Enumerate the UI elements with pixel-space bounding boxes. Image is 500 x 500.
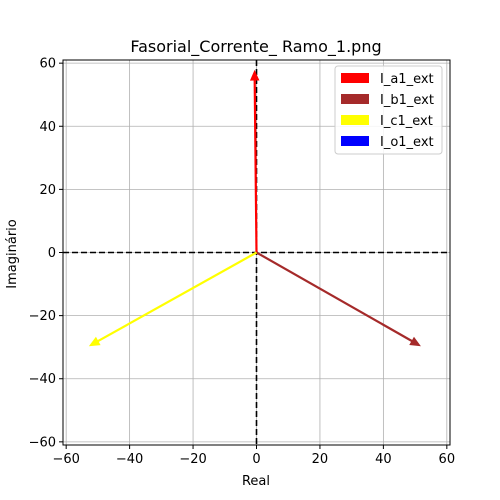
legend-swatch [341,73,369,83]
legend-swatch [341,94,369,104]
legend-items: I_a1_ext I_b1_ext I_c1_ext I_o1_ext [341,72,434,150]
legend-label: I_a1_ext [380,72,434,87]
arrowhead-i-c1-ext [88,336,101,347]
y-ticks: −60 −40 −20 0 20 40 60 [29,57,63,450]
x-tick-label: −40 [116,452,143,467]
y-tick-label: −40 [29,372,56,387]
y-tick-label: 0 [48,246,56,261]
legend: I_a1_ext I_b1_ext I_c1_ext I_o1_ext [334,65,443,155]
y-tick-label: 40 [39,120,56,135]
arrowhead-i-b1-ext [409,336,421,347]
x-ticks: −60 −40 −20 0 20 40 60 [52,445,455,467]
x-axis-label: Real [242,474,270,489]
legend-box [334,65,443,155]
y-tick-label: −60 [29,435,56,450]
legend-label: I_o1_ext [380,135,434,150]
y-axis-label: Imaginário [5,219,20,288]
y-tick-label: −20 [29,309,56,324]
arrow-i-b1-ext [255,251,413,343]
x-tick-label: 0 [252,452,260,467]
arrow-i-c1-ext [97,251,258,343]
x-tick-label: −60 [52,452,79,467]
x-tick-label: −20 [179,452,206,467]
arrowhead-i-a1-ext [249,69,260,81]
arrows-layer [88,69,421,347]
x-tick-label: 40 [375,452,392,467]
y-tick-label: 20 [39,183,56,198]
legend-swatch [341,115,369,125]
x-tick-label: 60 [439,452,456,467]
y-tick-label: 60 [39,57,56,72]
legend-label: I_b1_ext [380,93,434,108]
legend-swatch [341,136,369,146]
legend-label: I_c1_ext [380,114,433,129]
arrow-i-a1-ext [253,80,258,253]
x-tick-label: 20 [312,452,329,467]
chart-title: Fasorial_Corrente_ Ramo_1.png [130,37,381,57]
